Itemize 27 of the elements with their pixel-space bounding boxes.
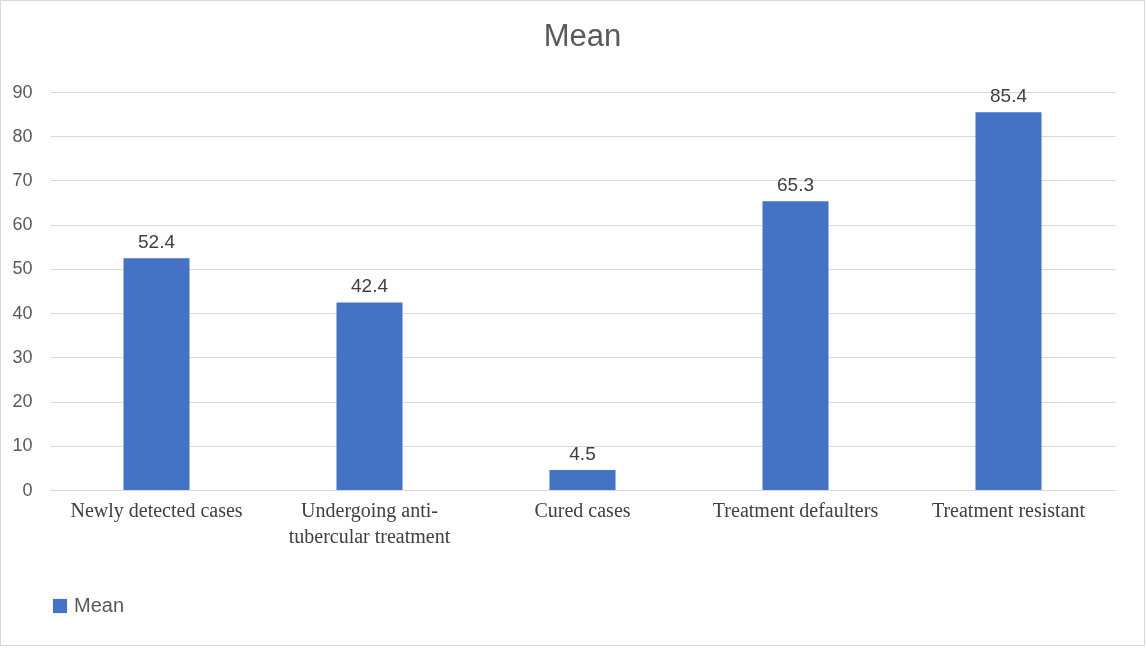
data-label: 42.4	[351, 275, 389, 297]
x-tick-label: Treatment resistant	[931, 498, 1086, 521]
chart-title: Mean	[543, 18, 622, 53]
data-label: 4.5	[569, 443, 596, 465]
y-tick-label: 30	[12, 346, 33, 367]
y-tick-label: 70	[12, 169, 33, 190]
data-label: 85.4	[990, 85, 1028, 107]
x-tick-label: Newly detected cases	[70, 498, 243, 522]
bar	[975, 112, 1042, 490]
y-tick-label: 60	[12, 214, 33, 235]
data-label: 65.3	[777, 174, 814, 196]
legend-label: Mean	[74, 594, 125, 616]
x-tick-label: Cured cases	[534, 498, 631, 521]
y-tick-label: 10	[12, 435, 33, 456]
y-tick-label: 50	[12, 258, 33, 279]
bar	[123, 258, 190, 490]
data-label: 52.4	[138, 231, 176, 253]
bar	[549, 470, 616, 490]
bar	[762, 201, 829, 490]
x-tick-label: Treatment defaulters	[712, 498, 879, 521]
bar	[336, 302, 403, 490]
y-tick-label: 0	[22, 479, 33, 500]
y-tick-label: 90	[12, 81, 33, 102]
y-tick-label: 80	[12, 125, 33, 146]
y-tick-label: 40	[12, 302, 33, 323]
y-tick-label: 20	[12, 391, 33, 412]
x-tick-label: Undergoing anti-tubercular treatment	[288, 498, 451, 547]
